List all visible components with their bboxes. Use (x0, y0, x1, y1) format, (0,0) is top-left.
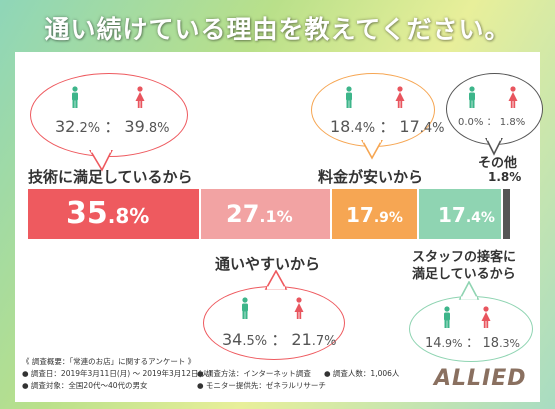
other-bar-segment (503, 189, 510, 239)
female-icon (395, 86, 405, 108)
survey-note-title: 《 調査概要：「常連のお店」に関するアンケート 》 (22, 357, 196, 366)
tech-bubble-tail (89, 150, 113, 172)
survey-note-count: ● 調査人数：1,006人 (324, 369, 400, 378)
male-icon (72, 86, 78, 108)
price-bar-value: 17.9% (346, 203, 403, 227)
female-icon (508, 86, 518, 108)
survey-note-target: ● 調査対象：全国20代〜40代の男女 (22, 381, 148, 390)
other-gender-bubble (446, 73, 543, 145)
access-reason-label: 通いやすいから (215, 255, 321, 273)
other-bubble-tail (485, 138, 503, 156)
tech-reason-label: 技術に満足しているから (28, 168, 193, 186)
survey-note-method: ● 調査方法：インターネット調査 (197, 369, 311, 378)
male-icon (242, 297, 248, 319)
male-icon (444, 306, 450, 328)
survey-note-monitor: ● モニター提供先：ゼネラルリサーチ (197, 381, 326, 390)
staff-bar-segment (419, 189, 502, 239)
price-gender-values: 18.4% ： 17.4% (330, 117, 445, 136)
price-bubble-tail (361, 140, 383, 160)
female-icon (135, 86, 145, 108)
allied-logo: ALLIED (434, 366, 527, 391)
other-gender-values: 0.0% ： 1.8% (458, 117, 526, 128)
access-gender-values: 34.5% ： 21.7% (222, 330, 337, 349)
access-bar-value: 27.1% (226, 200, 293, 228)
page-title: 通い続けている理由を教えてください。 (44, 15, 511, 44)
tech-gender-values: 32.2% ： 39.8% (55, 117, 170, 136)
tech-gender-bubble (30, 73, 188, 157)
staff-reason-label-1: スタッフの接客に (412, 250, 517, 265)
price-reason-label: 料金が安いから (318, 168, 424, 186)
access-bar-segment (201, 189, 331, 239)
female-icon (481, 306, 491, 328)
male-icon (346, 86, 352, 108)
survey-note-date: ● 調査日：2019年3月11日(月) 〜 2019年3月12日(火) (22, 369, 212, 378)
staff-reason-label-2: 満足しているから (412, 267, 516, 282)
female-icon (294, 297, 304, 319)
access-bubble-tail (264, 270, 288, 290)
male-icon (469, 86, 475, 108)
tech-bar-segment (28, 189, 200, 239)
staff-bar-value: 17.4% (438, 203, 495, 227)
other-reason-label: その他 (478, 156, 518, 171)
price-bar-segment (332, 189, 418, 239)
access-gender-bubble (203, 286, 345, 360)
staff-gender-bubble (409, 296, 533, 362)
other-reason-value: 1.8% (488, 170, 522, 184)
staff-bubble-tail (458, 281, 480, 300)
tech-bar-value: 35.8% (66, 196, 150, 231)
staff-gender-values: 14.9% ： 18.3% (425, 336, 521, 351)
